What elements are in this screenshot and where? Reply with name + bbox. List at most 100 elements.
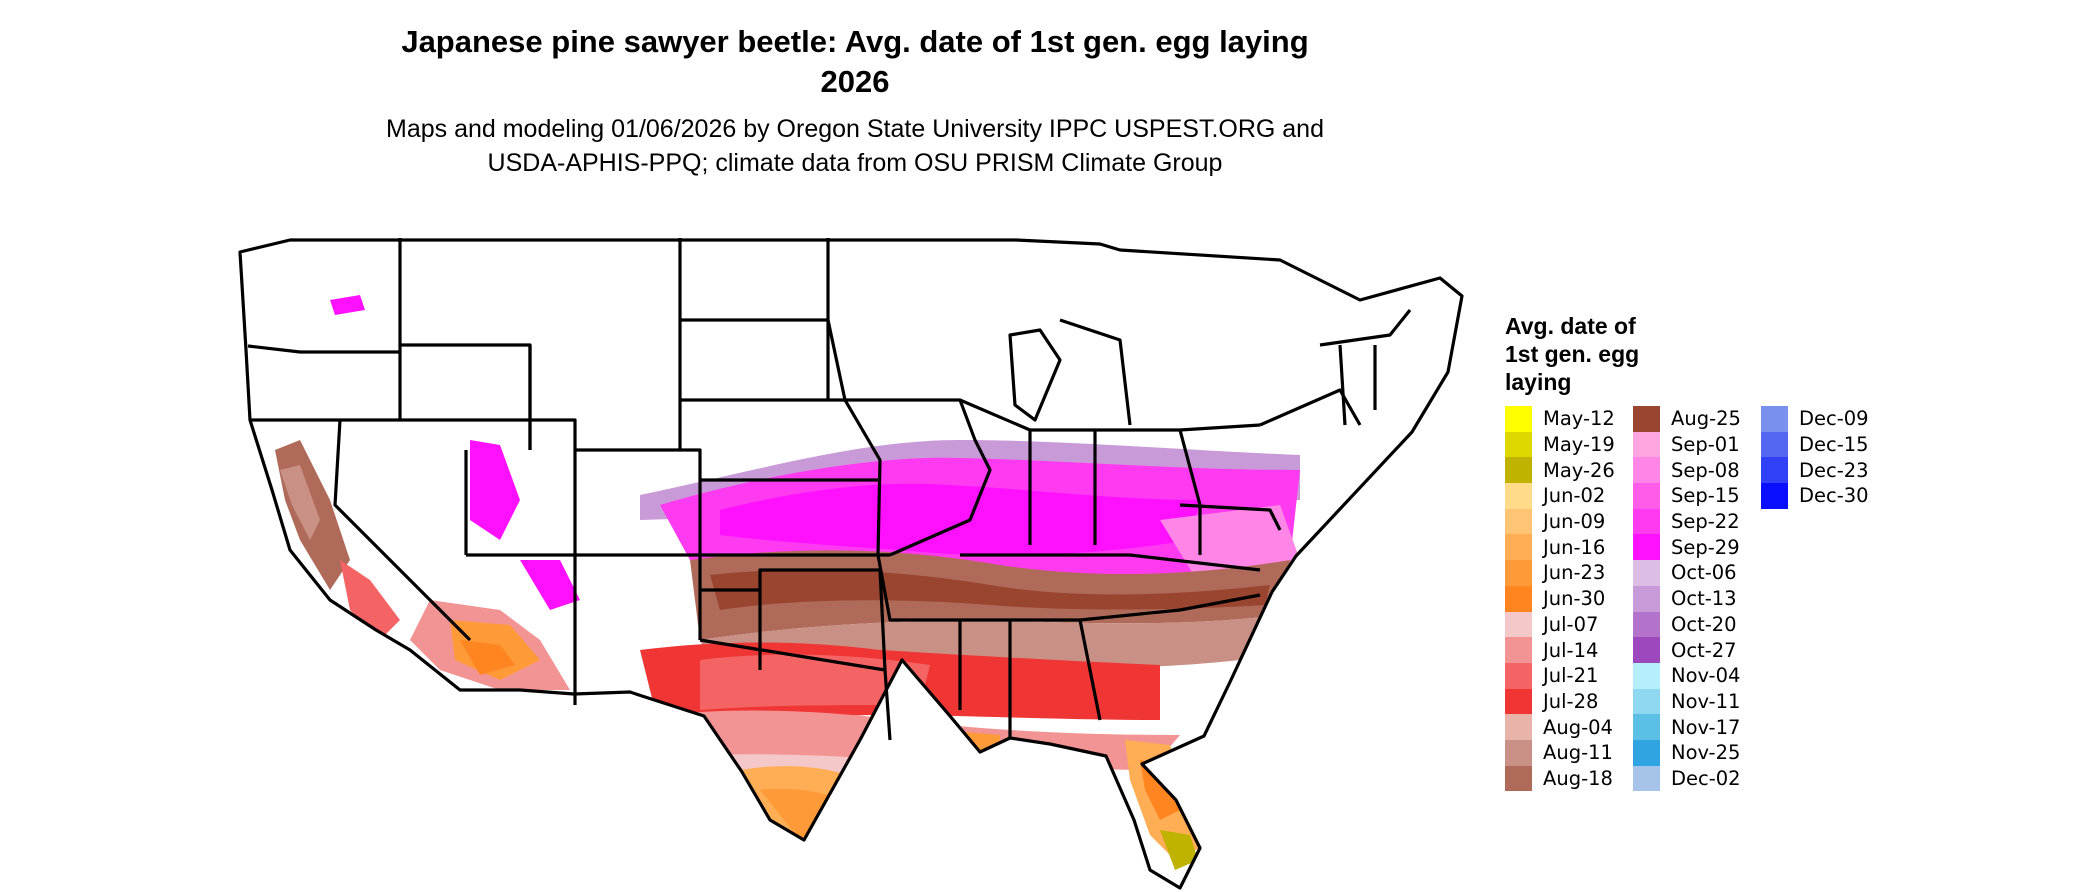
legend-swatch (1633, 534, 1660, 561)
legend-label: Jul-28 (1543, 689, 1599, 713)
legend-swatch (1505, 534, 1532, 561)
legend-item: Sep-29 (1633, 534, 1761, 561)
legend-item: May-12 (1505, 406, 1633, 432)
legend-label: Jun-02 (1543, 484, 1606, 508)
legend-swatch (1505, 585, 1532, 612)
legend-title-line2: 1st gen. egg (1505, 341, 1640, 367)
legend-label: Sep-15 (1671, 484, 1740, 508)
legend-swatch (1505, 483, 1532, 509)
legend-label: Jul-21 (1543, 664, 1599, 688)
legend-label: Nov-17 (1671, 715, 1741, 739)
legend-item: May-19 (1505, 431, 1633, 458)
legend-item: Jun-16 (1505, 534, 1633, 561)
legend-label: Dec-15 (1799, 433, 1869, 457)
legend-label: Sep-22 (1671, 510, 1740, 534)
legend-item: Jul-21 (1505, 662, 1633, 689)
legend-label: Oct-27 (1671, 638, 1737, 662)
legend-item: Jul-28 (1505, 688, 1633, 715)
legend-label: Jun-23 (1543, 561, 1606, 585)
legend-item: Dec-23 (1761, 457, 1889, 484)
legend-label: Aug-04 (1543, 715, 1613, 739)
legend-item: Aug-18 (1505, 765, 1633, 792)
legend-column: Dec-09 Dec-15 Dec-23 Dec-30 (1761, 406, 1889, 791)
legend-columns: May-12 May-19 May-26 Jun-02 Jun-09 Jun-16 Jun-… (1505, 406, 1889, 792)
legend-swatch (1505, 688, 1532, 715)
legend-item: Dec-30 (1761, 483, 1889, 509)
legend-label: Jun-30 (1543, 587, 1606, 611)
legend-label: Dec-09 (1799, 407, 1869, 431)
legend-swatch (1761, 406, 1788, 432)
legend-item: Sep-08 (1633, 457, 1761, 484)
legend-swatch (1633, 688, 1660, 715)
legend-label: Jun-09 (1543, 510, 1606, 534)
legend-label: May-12 (1543, 407, 1615, 431)
legend-swatch (1761, 483, 1788, 509)
legend-label: Aug-25 (1671, 407, 1741, 431)
legend-swatch (1505, 637, 1532, 663)
legend-label: Sep-01 (1671, 433, 1740, 457)
map-header: Japanese pine sawyer beetle: Avg. date o… (0, 22, 1710, 180)
legend-label: Jul-14 (1543, 638, 1599, 662)
legend-item: Nov-25 (1633, 739, 1761, 766)
legend-swatch (1761, 457, 1788, 484)
legend-item: Sep-01 (1633, 431, 1761, 458)
legend-swatch (1505, 431, 1532, 458)
legend-item: Sep-22 (1633, 508, 1761, 535)
legend-swatch (1633, 585, 1660, 612)
legend-title: Avg. date of 1st gen. egg laying (1505, 312, 1705, 396)
legend-swatch (1633, 611, 1660, 638)
legend-item: Jun-02 (1505, 483, 1633, 509)
legend-label: Dec-23 (1799, 458, 1869, 482)
legend-item: May-26 (1505, 457, 1633, 484)
legend-swatch (1505, 457, 1532, 484)
legend-item: Jun-23 (1505, 560, 1633, 586)
legend-swatch (1633, 508, 1660, 535)
legend-label: Dec-30 (1799, 484, 1869, 508)
map-subtitle: Maps and modeling 01/06/2026 by Oregon S… (0, 112, 1710, 180)
legend-swatch (1633, 662, 1660, 689)
legend-item: Aug-11 (1505, 739, 1633, 766)
legend-swatch (1633, 457, 1660, 484)
legend-label: Sep-08 (1671, 458, 1740, 482)
legend-item: Jun-09 (1505, 508, 1633, 535)
legend-label: Sep-29 (1671, 535, 1740, 559)
legend-label: May-19 (1543, 433, 1615, 457)
legend-swatch (1505, 739, 1532, 766)
legend-item: Oct-27 (1633, 637, 1761, 663)
us-map (238, 238, 1464, 890)
legend-item: Jul-07 (1505, 611, 1633, 638)
legend-label: Aug-11 (1543, 741, 1613, 765)
legend-label: Oct-06 (1671, 561, 1737, 585)
legend-label: Nov-04 (1671, 664, 1741, 688)
legend-swatch (1505, 611, 1532, 638)
legend-swatch (1633, 560, 1660, 586)
legend-swatch (1633, 431, 1660, 458)
legend-label: Oct-20 (1671, 612, 1737, 636)
legend-swatch (1633, 483, 1660, 509)
legend-item: Dec-02 (1633, 765, 1761, 792)
legend-item: Oct-06 (1633, 560, 1761, 586)
legend-label: May-26 (1543, 458, 1615, 482)
legend-item: Aug-04 (1505, 714, 1633, 740)
legend-swatch (1633, 765, 1660, 792)
legend-label: Dec-02 (1671, 766, 1741, 790)
map-subtitle-line1: Maps and modeling 01/06/2026 by Oregon S… (386, 115, 1324, 143)
legend-swatch (1633, 637, 1660, 663)
legend-swatch (1505, 765, 1532, 792)
legend-item: Oct-13 (1633, 585, 1761, 612)
legend-label: Aug-18 (1543, 766, 1613, 790)
legend-swatch (1505, 662, 1532, 689)
legend-label: Jun-16 (1543, 535, 1606, 559)
legend-swatch (1505, 406, 1532, 432)
legend-item: Aug-25 (1633, 406, 1761, 432)
legend-column: May-12 May-19 May-26 Jun-02 Jun-09 Jun-16 Jun-… (1505, 406, 1633, 792)
legend-swatch (1505, 714, 1532, 740)
legend-item: Oct-20 (1633, 611, 1761, 638)
state-boundaries (238, 238, 1464, 890)
legend-swatch (1633, 714, 1660, 740)
map-title-line2: 2026 (820, 64, 890, 99)
legend-swatch (1633, 406, 1660, 432)
legend-swatch (1761, 431, 1788, 458)
map-title-line1: Japanese pine sawyer beetle: Avg. date o… (401, 24, 1309, 59)
legend-column: Aug-25 Sep-01 Sep-08 Sep-15 Sep-22 Sep-29 Oct-… (1633, 406, 1761, 792)
